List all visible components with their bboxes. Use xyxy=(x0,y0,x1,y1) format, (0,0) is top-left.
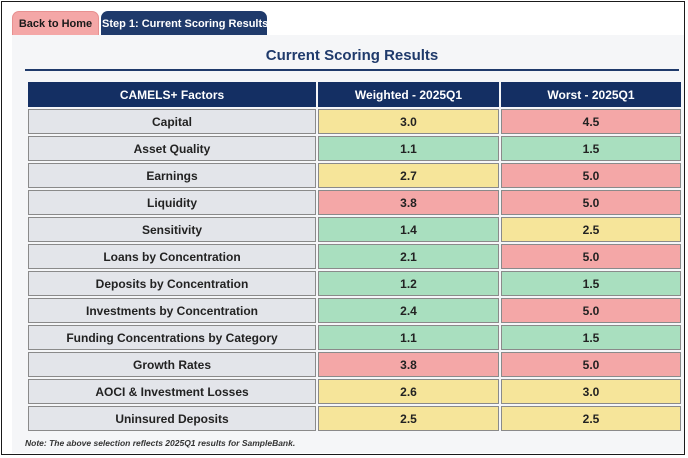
factor-cell: Capital xyxy=(28,109,316,134)
table-row: Earnings 2.7 5.0 xyxy=(28,163,681,188)
factor-cell: Growth Rates xyxy=(28,352,316,377)
table-row: Deposits by Concentration 1.2 1.5 xyxy=(28,271,681,296)
weighted-score-cell: 3.8 xyxy=(318,190,499,215)
weighted-score-cell: 1.2 xyxy=(318,271,499,296)
worst-score-cell: 1.5 xyxy=(501,325,681,350)
worst-score-cell: 5.0 xyxy=(501,352,681,377)
table-row: Sensitivity 1.4 2.5 xyxy=(28,217,681,242)
tab-step1-current-scoring[interactable]: Step 1: Current Scoring Results xyxy=(101,11,268,36)
table-row: Growth Rates 3.8 5.0 xyxy=(28,352,681,377)
weighted-score-cell: 1.1 xyxy=(318,136,499,161)
factor-cell: Sensitivity xyxy=(28,217,316,242)
table-row: Liquidity 3.8 5.0 xyxy=(28,190,681,215)
page-title: Current Scoring Results xyxy=(265,47,439,64)
table-row: Funding Concentrations by Category 1.1 1.5 xyxy=(28,325,681,350)
table-body: Capital 3.0 4.5 Asset Quality 1.1 1.5 Earnings… xyxy=(28,109,681,431)
worst-score-cell: 2.5 xyxy=(501,217,681,242)
column-header-factors: CAMELS+ Factors xyxy=(28,82,316,107)
table-row: AOCI & Investment Losses 2.6 3.0 xyxy=(28,379,681,404)
factor-cell: Loans by Concentration xyxy=(28,244,316,269)
table-row: Investments by Concentration 2.4 5.0 xyxy=(28,298,681,323)
factor-cell: Funding Concentrations by Category xyxy=(28,325,316,350)
weighted-score-cell: 2.4 xyxy=(318,298,499,323)
worst-score-cell: 2.5 xyxy=(501,406,681,431)
footnote: Note: The above selection reflects 2025Q… xyxy=(25,438,296,448)
factor-cell: Investments by Concentration xyxy=(28,298,316,323)
scoring-table: CAMELS+ Factors Weighted - 2025Q1 Worst … xyxy=(26,80,683,433)
worst-score-cell: 3.0 xyxy=(501,379,681,404)
table-row: Asset Quality 1.1 1.5 xyxy=(28,136,681,161)
factor-cell: Uninsured Deposits xyxy=(28,406,316,431)
worst-score-cell: 5.0 xyxy=(501,163,681,188)
weighted-score-cell: 1.1 xyxy=(318,325,499,350)
worst-score-cell: 5.0 xyxy=(501,190,681,215)
worst-score-cell: 5.0 xyxy=(501,298,681,323)
weighted-score-cell: 1.4 xyxy=(318,217,499,242)
results-panel: Current Scoring Results CAMELS+ Factors … xyxy=(12,35,684,453)
weighted-score-cell: 3.0 xyxy=(318,109,499,134)
tab-bar: Back to Home Step 1: Current Scoring Res… xyxy=(12,11,268,36)
table-row: Capital 3.0 4.5 xyxy=(28,109,681,134)
weighted-score-cell: 2.6 xyxy=(318,379,499,404)
weighted-score-cell: 3.8 xyxy=(318,352,499,377)
weighted-score-cell: 2.1 xyxy=(318,244,499,269)
column-header-weighted: Weighted - 2025Q1 xyxy=(318,82,499,107)
back-to-home-tab[interactable]: Back to Home xyxy=(12,11,99,36)
table-header-row: CAMELS+ Factors Weighted - 2025Q1 Worst … xyxy=(28,82,681,107)
factor-cell: AOCI & Investment Losses xyxy=(28,379,316,404)
table-row: Loans by Concentration 2.1 5.0 xyxy=(28,244,681,269)
worst-score-cell: 4.5 xyxy=(501,109,681,134)
factor-cell: Deposits by Concentration xyxy=(28,271,316,296)
title-divider xyxy=(25,69,679,71)
factor-cell: Earnings xyxy=(28,163,316,188)
table-row: Uninsured Deposits 2.5 2.5 xyxy=(28,406,681,431)
factor-cell: Liquidity xyxy=(28,190,316,215)
column-header-worst: Worst - 2025Q1 xyxy=(501,82,681,107)
weighted-score-cell: 2.7 xyxy=(318,163,499,188)
worst-score-cell: 1.5 xyxy=(501,271,681,296)
weighted-score-cell: 2.5 xyxy=(318,406,499,431)
worst-score-cell: 1.5 xyxy=(501,136,681,161)
factor-cell: Asset Quality xyxy=(28,136,316,161)
worst-score-cell: 5.0 xyxy=(501,244,681,269)
